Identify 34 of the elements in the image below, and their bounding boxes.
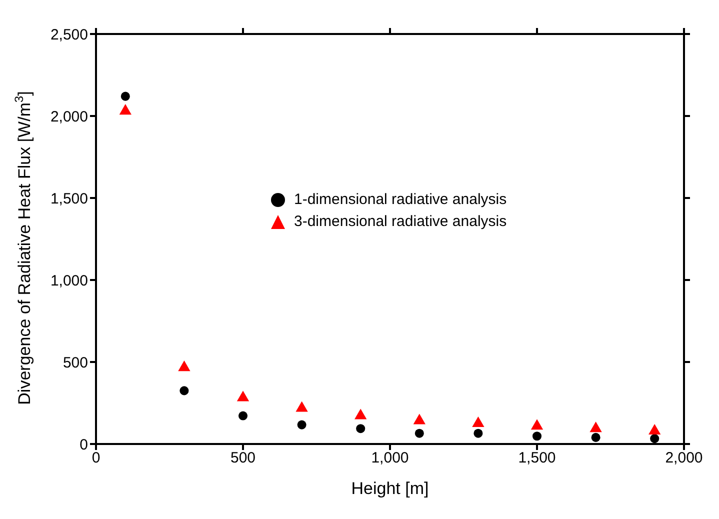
- point: [532, 432, 542, 441]
- point: [296, 401, 308, 412]
- point: [413, 414, 426, 424]
- x-tick-label: 500: [230, 450, 256, 467]
- point: [178, 360, 190, 372]
- point: [236, 390, 250, 402]
- legend-label: 3-dimensional radiative analysis: [294, 212, 507, 232]
- x-tick-label: 2,000: [665, 450, 703, 467]
- point: [120, 92, 130, 101]
- legend-label: 1-dimensional radiative analysis: [294, 190, 507, 210]
- point: [414, 428, 424, 438]
- point: [119, 104, 132, 115]
- point: [648, 424, 661, 435]
- point: [530, 419, 544, 430]
- point: [650, 434, 660, 444]
- y-tick-label: 2,500: [50, 26, 88, 44]
- point: [238, 411, 248, 420]
- point: [474, 428, 483, 438]
- point: [180, 386, 189, 396]
- point: [354, 408, 367, 420]
- y-tick-label: 0: [80, 436, 88, 454]
- point: [472, 416, 484, 428]
- y-tick-label: 500: [62, 354, 88, 372]
- y-tick-label: 2,000: [50, 108, 88, 126]
- x-axis-title: Height [m]: [351, 479, 429, 498]
- point: [356, 424, 366, 434]
- x-tick-label: 1,500: [518, 450, 556, 467]
- y-tick-label: 1,000: [50, 272, 88, 290]
- x-tick-label: 0: [92, 450, 100, 467]
- y-tick-label: 1,500: [50, 190, 88, 208]
- point: [297, 420, 306, 430]
- point: [591, 432, 600, 442]
- point: [590, 422, 602, 432]
- x-tick-label: 1,000: [371, 450, 409, 467]
